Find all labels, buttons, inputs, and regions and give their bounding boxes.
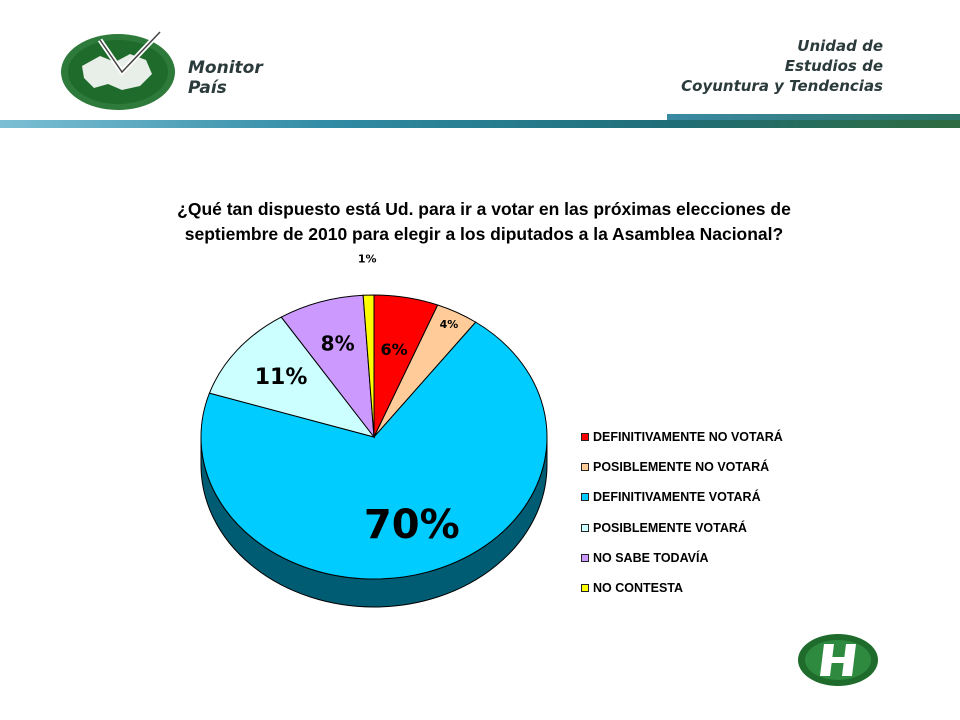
legend-swatch (581, 553, 589, 562)
legend-item: POSIBLEMENTE VOTARÁ (581, 520, 783, 550)
chart-title: ¿Qué tan dispuesto está Ud. para ir a vo… (177, 199, 791, 244)
legend-label: POSIBLEMENTE VOTARÁ (593, 520, 747, 535)
footer-logo (798, 634, 878, 686)
legend-swatch (581, 463, 589, 472)
pie-slice-5 (362, 294, 375, 438)
data-label-2: 70% (364, 502, 460, 548)
data-label-3: 11% (255, 365, 308, 390)
monitor-pais-logo (61, 30, 175, 110)
legend-item: POSIBLEMENTE NO VOTARÁ (581, 459, 783, 489)
data-label-4: 8% (321, 332, 355, 356)
legend-item: DEFINITIVAMENTE VOTARÁ (581, 489, 783, 519)
legend-label: DEFINITIVAMENTE NO VOTARÁ (593, 430, 783, 444)
data-label-5: 1% (358, 253, 377, 266)
data-label-0: 6% (381, 340, 408, 359)
brand-name: Monitor País (188, 58, 263, 98)
legend-swatch (581, 523, 589, 532)
header-accent-bar (667, 114, 960, 120)
header-divider (0, 120, 960, 128)
legend-item: NO CONTESTA (581, 580, 783, 610)
data-label-1: 4% (440, 318, 459, 331)
legend-item: DEFINITIVAMENTE NO VOTARÁ (581, 429, 783, 459)
unit-title: Unidad de Estudios de Coyuntura y Tenden… (681, 37, 883, 95)
legend-label: NO SABE TODAVÍA (593, 550, 709, 565)
pie-slice-3 (208, 316, 376, 438)
legend-swatch (581, 433, 589, 441)
legend-item: NO SABE TODAVÍA (581, 550, 783, 580)
legend-label: NO CONTESTA (593, 580, 684, 595)
legend-swatch (581, 583, 589, 592)
legend-label: DEFINITIVAMENTE VOTARÁ (593, 490, 761, 505)
legend-label: POSIBLEMENTE NO VOTARÁ (593, 460, 770, 475)
legend-swatch (581, 493, 589, 502)
pie-slice-2 (200, 321, 548, 580)
chart-legend: DEFINITIVAMENTE NO VOTARÁ POSIBLEMENTE NO… (581, 429, 783, 610)
